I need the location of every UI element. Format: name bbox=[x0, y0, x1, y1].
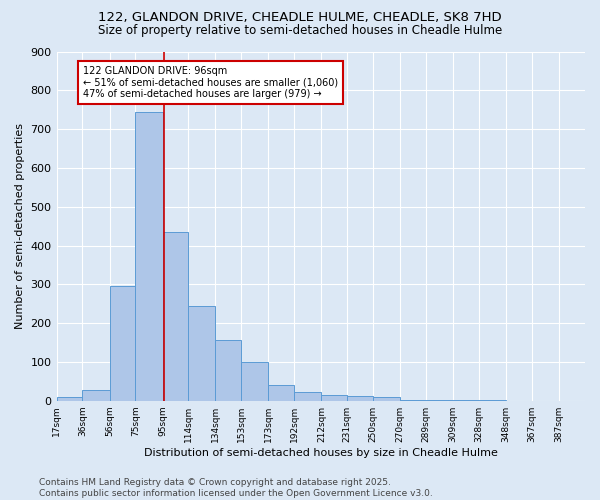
Bar bbox=[82, 390, 110, 400]
Bar bbox=[56, 397, 82, 400]
Bar bbox=[110, 286, 136, 401]
Text: 122 GLANDON DRIVE: 96sqm
← 51% of semi-detached houses are smaller (1,060)
47% o: 122 GLANDON DRIVE: 96sqm ← 51% of semi-d… bbox=[83, 66, 338, 100]
Bar bbox=[163, 232, 188, 400]
Bar bbox=[294, 392, 322, 400]
Bar bbox=[188, 306, 215, 400]
Y-axis label: Number of semi-detached properties: Number of semi-detached properties bbox=[15, 123, 25, 329]
Bar bbox=[241, 362, 268, 401]
X-axis label: Distribution of semi-detached houses by size in Cheadle Hulme: Distribution of semi-detached houses by … bbox=[144, 448, 498, 458]
Bar bbox=[215, 340, 241, 400]
Text: Size of property relative to semi-detached houses in Cheadle Hulme: Size of property relative to semi-detach… bbox=[98, 24, 502, 37]
Bar bbox=[136, 112, 163, 401]
Bar bbox=[373, 397, 400, 400]
Text: Contains HM Land Registry data © Crown copyright and database right 2025.
Contai: Contains HM Land Registry data © Crown c… bbox=[39, 478, 433, 498]
Bar bbox=[347, 396, 373, 400]
Bar bbox=[268, 385, 294, 400]
Bar bbox=[322, 396, 347, 400]
Text: 122, GLANDON DRIVE, CHEADLE HULME, CHEADLE, SK8 7HD: 122, GLANDON DRIVE, CHEADLE HULME, CHEAD… bbox=[98, 12, 502, 24]
